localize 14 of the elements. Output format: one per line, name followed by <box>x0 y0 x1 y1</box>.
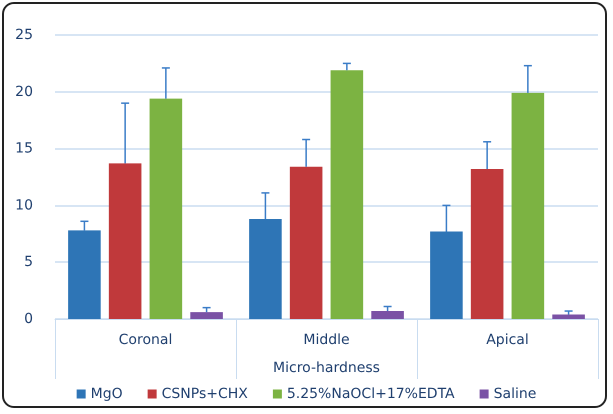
y-tick-label: 20 <box>15 84 33 100</box>
y-tick-label: 5 <box>24 254 33 270</box>
x-tick-label: Coronal <box>118 332 172 348</box>
x-tick-label: Middle <box>303 332 350 348</box>
y-tick-label: 0 <box>24 311 33 327</box>
legend-label: MgO <box>90 386 123 402</box>
legend-label: CSNPs+CHX <box>162 386 248 402</box>
legend-label: 5.25%NaOCl+17%EDTA <box>286 386 456 402</box>
y-tick-label: 15 <box>15 140 33 157</box>
y-tick-label: 10 <box>15 197 33 214</box>
legend-label: Saline <box>494 386 536 402</box>
x-tick-label: Apical <box>486 332 529 348</box>
x-axis-title: Micro-hardness <box>273 360 380 376</box>
y-tick-label: 25 <box>15 27 33 43</box>
